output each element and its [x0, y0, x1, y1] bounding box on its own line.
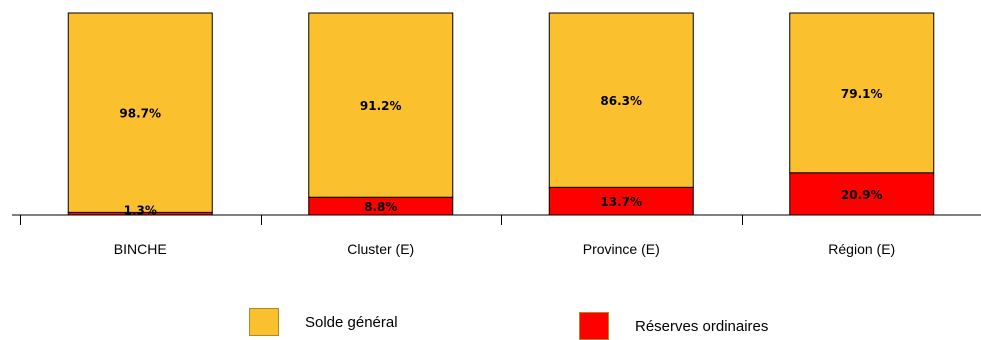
data-label-province-e-reserves-ordinaires: 13.7% — [600, 195, 642, 209]
legend-swatch-solde-general — [249, 308, 279, 336]
stacked-bar-chart: 1.3% 98.7% BINCHE 8.8% 91.2% Cluster (E) 13.7%… — [12, 12, 981, 257]
data-label-binche-reserves-ordinaires: 1.3% — [124, 204, 157, 218]
data-label-cluster-e-reserves-ordinaires: 8.8% — [364, 200, 397, 214]
data-label-region-e-reserves-ordinaires: 20.9% — [841, 188, 883, 202]
bar-region-e-solde-general — [789, 12, 935, 174]
data-label-region-e-solde-general: 79.1% — [841, 87, 883, 101]
bar-province-e-reserves-ordinaires — [548, 186, 694, 216]
bar-region-e-reserves-ordinaires — [789, 172, 935, 216]
legend-label-solde-general: Solde général — [305, 313, 398, 331]
chart-legend: Solde général Réserves ordinaires — [0, 308, 981, 340]
bar-province-e-solde-general — [548, 12, 694, 188]
bar-cluster-e-solde-general — [308, 12, 454, 198]
data-label-province-e-solde-general: 86.3% — [600, 94, 642, 108]
data-label-cluster-e-solde-general: 91.2% — [360, 99, 402, 113]
data-label-binche-solde-general: 98.7% — [119, 107, 161, 121]
legend-swatch-reserves-ordinaires — [579, 312, 609, 340]
category-label-province-e: Province (E) — [583, 241, 660, 257]
legend-label-reserves-ordinaires: Réserves ordinaires — [635, 317, 769, 335]
bar-binche-solde-general — [67, 12, 213, 213]
category-label-binche: BINCHE — [114, 241, 167, 257]
legend-item-solde-general: Solde général — [249, 308, 398, 336]
category-label-cluster-e: Cluster (E) — [347, 241, 414, 257]
category-label-region-e: Région (E) — [828, 241, 895, 257]
legend-item-reserves-ordinaires: Réserves ordinaires — [579, 312, 768, 340]
